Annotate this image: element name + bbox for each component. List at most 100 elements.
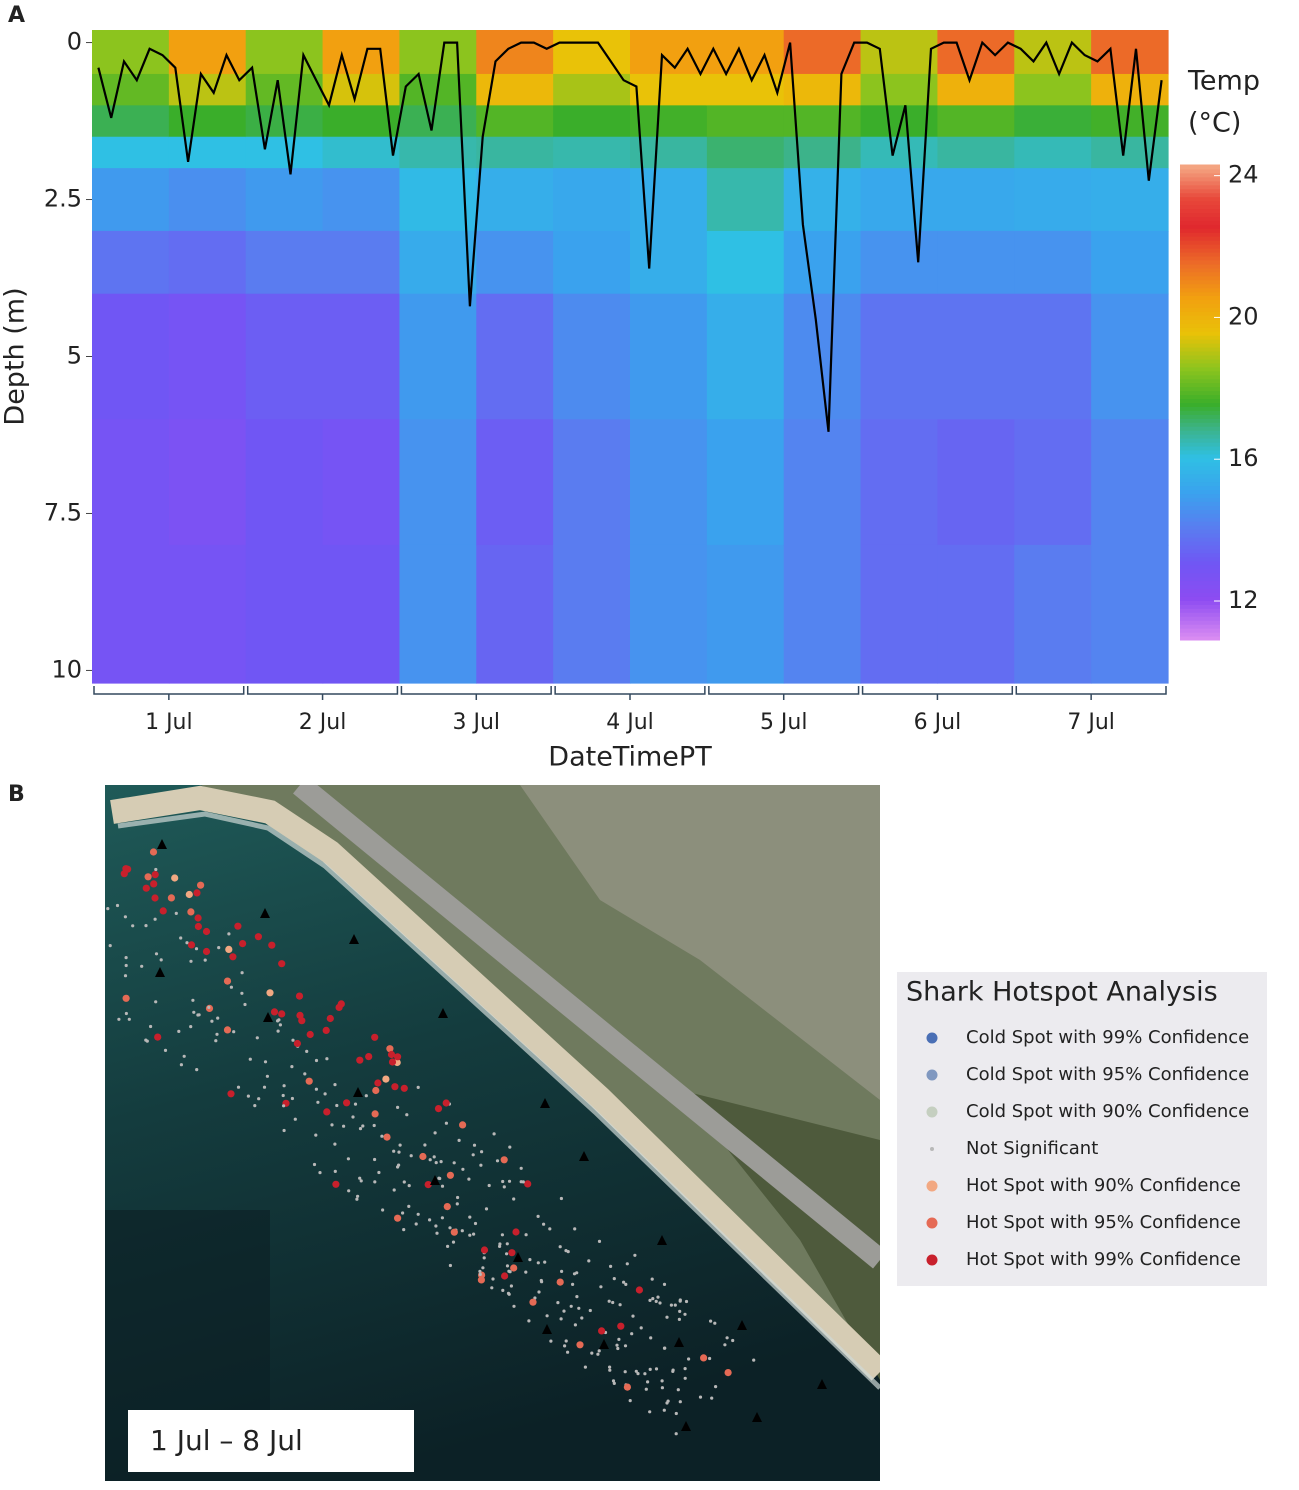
hotspot-dot bbox=[648, 1410, 652, 1414]
heat-cell bbox=[706, 136, 785, 169]
hotspot-dot bbox=[662, 1346, 667, 1350]
legend-label: Hot Spot with 99% Confidence bbox=[966, 1249, 1241, 1270]
hotspot-dot bbox=[455, 1202, 459, 1206]
hotspot-dot bbox=[501, 1288, 505, 1292]
hotspot-dot bbox=[435, 1231, 439, 1235]
heat-cell bbox=[1014, 105, 1092, 138]
hotspot-dot bbox=[457, 1138, 461, 1142]
hotspot-dot bbox=[185, 890, 193, 899]
heat-cell bbox=[553, 136, 631, 169]
hotspot-dot bbox=[154, 1033, 162, 1041]
land-urban bbox=[520, 785, 880, 1100]
hotspot-dot bbox=[450, 1228, 458, 1236]
hotspot-dot bbox=[189, 959, 193, 963]
colorbar-step bbox=[1180, 398, 1220, 403]
heat-cell bbox=[92, 230, 170, 295]
colorbar-step bbox=[1180, 180, 1220, 186]
colorbar-step bbox=[1180, 532, 1220, 538]
hotspot-dot bbox=[246, 1094, 250, 1098]
hotspot-dot bbox=[432, 1155, 436, 1159]
hotspot-dot bbox=[325, 1057, 329, 1061]
colorbar-title: Temp bbox=[1187, 66, 1260, 97]
hotspot-dot bbox=[392, 1188, 396, 1192]
heat-cell bbox=[553, 293, 631, 420]
heat-cell bbox=[168, 30, 247, 75]
colorbar-step bbox=[1180, 223, 1220, 229]
hotspot-dot bbox=[189, 1025, 193, 1029]
heat-cell bbox=[553, 419, 631, 546]
x-tick-label: 5 Jul bbox=[760, 710, 808, 735]
hotspot-dot bbox=[402, 1228, 406, 1232]
colorbar-step bbox=[1180, 307, 1220, 312]
hotspot-dot bbox=[351, 1115, 355, 1119]
heat-cell bbox=[630, 544, 708, 684]
heat-cell bbox=[322, 136, 401, 169]
hotspot-dot bbox=[508, 1249, 516, 1257]
colorbar-step bbox=[1180, 603, 1220, 609]
colorbar-step bbox=[1180, 405, 1220, 411]
hotspot-dot bbox=[192, 1010, 196, 1014]
receiver-marker bbox=[681, 1421, 691, 1431]
hotspot-dot bbox=[278, 1010, 286, 1018]
legend: Shark Hotspot Analysis Cold Spot with 99… bbox=[897, 972, 1267, 1286]
hotspot-dot bbox=[255, 1036, 259, 1040]
colorbar-step bbox=[1180, 263, 1220, 269]
heat-cell bbox=[322, 419, 401, 546]
colorbar-step bbox=[1180, 572, 1220, 578]
hotspot-dot bbox=[229, 985, 233, 989]
heat-cell bbox=[706, 293, 785, 420]
heat-cell bbox=[322, 30, 401, 75]
colorbar-step bbox=[1180, 247, 1220, 253]
hotspot-dot bbox=[150, 880, 158, 888]
hotspot-dot bbox=[305, 1077, 313, 1085]
colorbar-step bbox=[1180, 500, 1220, 506]
hotspot-dot bbox=[468, 1215, 472, 1219]
colorbar-step bbox=[1180, 330, 1220, 336]
hotspot-dot bbox=[202, 927, 211, 936]
hotspot-dot bbox=[316, 1100, 320, 1104]
hotspot-dot bbox=[154, 952, 159, 956]
hotspot-dot bbox=[377, 1170, 381, 1175]
heat-cell bbox=[476, 293, 554, 420]
heat-cell bbox=[168, 230, 247, 295]
surf bbox=[117, 811, 880, 1390]
hotspot-dot bbox=[639, 1326, 643, 1330]
hotspot-dot bbox=[650, 1277, 654, 1281]
hotspot-dot bbox=[207, 1005, 211, 1010]
colorbar-step bbox=[1180, 433, 1220, 439]
hotspot-dot bbox=[278, 960, 286, 968]
hotspot-dot bbox=[217, 946, 221, 950]
receiver-marker bbox=[657, 1235, 667, 1245]
hotspot-dot bbox=[472, 1232, 476, 1236]
hotspot-dot bbox=[197, 881, 205, 889]
hotspot-dot bbox=[512, 1304, 516, 1308]
x-bracket bbox=[1015, 686, 1167, 700]
hotspot-dot bbox=[500, 1233, 504, 1237]
colorbar-step bbox=[1180, 473, 1220, 479]
heat-cell bbox=[630, 73, 708, 106]
heat-cell bbox=[476, 230, 554, 295]
hotspot-dot bbox=[187, 941, 196, 949]
hotspot-dot bbox=[725, 1336, 729, 1340]
colorbar-step bbox=[1180, 168, 1220, 174]
hotspot-dot bbox=[683, 1376, 687, 1380]
hotspot-dot bbox=[94, 986, 97, 989]
hotspot-dot bbox=[498, 1242, 502, 1246]
hotspot-dot bbox=[573, 1227, 577, 1231]
hotspot-dot bbox=[583, 1365, 588, 1369]
hotspot-dot bbox=[358, 1176, 362, 1180]
hotspot-dot bbox=[277, 1018, 281, 1022]
hotspot-dot bbox=[587, 1259, 591, 1263]
hotspot-dot bbox=[634, 1369, 638, 1373]
hotspot-dot bbox=[468, 1233, 472, 1237]
legend-label: Cold Spot with 99% Confidence bbox=[966, 1027, 1249, 1048]
hotspot-dot bbox=[512, 1197, 516, 1201]
legend-label: Not Significant bbox=[966, 1138, 1098, 1159]
hotspot-dot bbox=[671, 1369, 675, 1373]
panel-label: B bbox=[8, 782, 25, 807]
heat-cell bbox=[399, 230, 477, 295]
hotspot-dot bbox=[387, 1050, 396, 1059]
heat-cell bbox=[322, 544, 401, 684]
colorbar-step bbox=[1180, 437, 1220, 443]
hotspot-dot bbox=[386, 1045, 394, 1053]
